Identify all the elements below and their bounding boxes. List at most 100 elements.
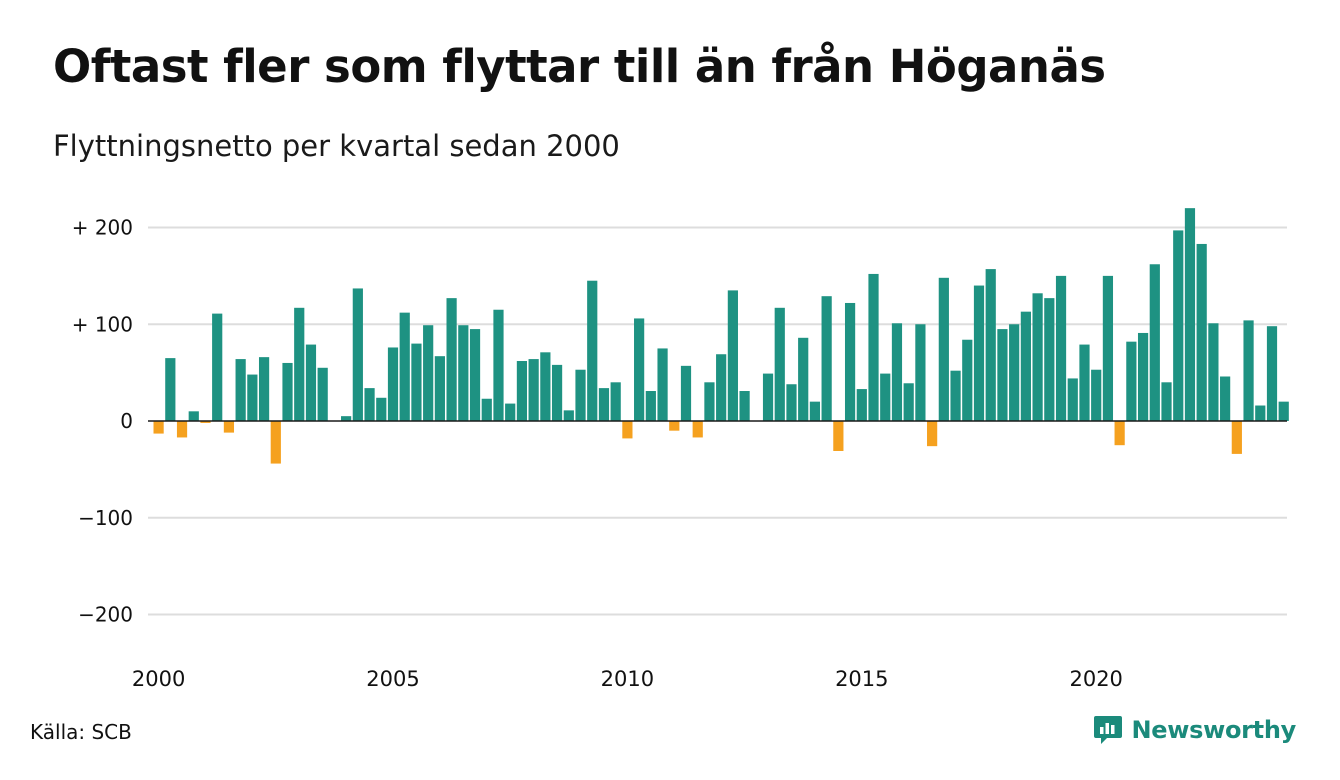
bar [446,298,457,421]
bar [153,421,164,434]
bar [1009,324,1020,421]
bar [176,421,188,438]
brand-logo: Newsworthy [1093,714,1296,746]
bar [704,382,715,421]
bar [1114,421,1125,446]
bar [1126,341,1137,421]
chart-title: Oftast fler som flyttar till än från Hög… [53,40,1106,93]
y-tick-label: −100 [78,506,133,530]
bar [563,410,574,421]
bar [528,359,539,421]
bar [1161,382,1172,421]
bar [1032,293,1043,421]
bar [962,339,973,421]
y-tick-label: + 200 [72,216,133,240]
bar [938,277,949,421]
bar [598,388,610,422]
bar [188,411,199,421]
bar [1231,421,1242,454]
bar [1091,369,1102,421]
bar [469,329,481,421]
bar [1055,275,1067,422]
bar [165,358,176,421]
bar [1173,230,1184,421]
bar [844,302,856,421]
bar [317,367,328,421]
bar [1020,311,1031,421]
bar [282,362,293,421]
bar [1184,208,1196,421]
chart-subtitle: Flyttningsnetto per kvartal sedan 2000 [53,129,620,163]
bar [258,357,270,421]
bar [1079,344,1090,421]
y-tick-label: 0 [120,409,133,433]
y-tick-label: −200 [78,603,133,627]
bar [927,421,938,447]
bar [973,285,985,421]
bar [1067,378,1078,421]
bar [399,312,410,421]
bar [798,337,809,421]
bar [551,364,563,421]
bar [1044,298,1055,421]
bar [587,280,598,421]
bar [634,318,645,421]
bar [212,313,223,421]
bar [774,307,785,421]
x-tick-label: 2000 [132,667,185,691]
bar [657,348,668,421]
bar [540,352,551,421]
bar [645,391,656,421]
bar [880,373,891,421]
bar [716,354,727,421]
bar [821,296,832,421]
x-tick-label: 2020 [1069,667,1122,691]
bar [1278,401,1289,421]
bar [270,421,281,464]
bar [997,329,1008,421]
bar [423,325,434,421]
bar [352,288,363,421]
bar [1137,332,1149,421]
bar [1220,376,1231,422]
bar [434,356,445,421]
bar [505,403,516,421]
bar [762,373,774,421]
bar [458,325,469,421]
bar [305,344,317,421]
bar [247,374,258,421]
bar [915,324,926,421]
bar [387,347,399,421]
bar [950,370,961,421]
bar [727,290,738,421]
bar [868,273,879,421]
bar [1208,323,1219,421]
bar [903,383,914,421]
x-tick-label: 2015 [835,667,888,691]
bar [610,382,621,421]
bar [341,416,352,421]
bar [223,421,235,433]
bar [891,323,903,421]
brand-name: Newsworthy [1131,716,1296,744]
bar [692,421,703,438]
bar [1255,405,1266,421]
bar [833,421,844,451]
bar [200,421,211,423]
bar [856,389,867,421]
bar [493,309,504,421]
x-tick-label: 2010 [601,667,654,691]
bar [575,369,586,421]
bar [1196,243,1207,421]
bar [1149,264,1160,421]
bar [481,398,492,421]
y-tick-label: + 100 [72,312,133,336]
x-tick-label: 2005 [366,667,419,691]
newsworthy-logo-icon [1094,716,1123,744]
bar [985,269,996,421]
bar [1243,320,1254,421]
bar [622,421,633,439]
bar [680,365,692,421]
bar [739,391,750,421]
bar [411,343,422,421]
